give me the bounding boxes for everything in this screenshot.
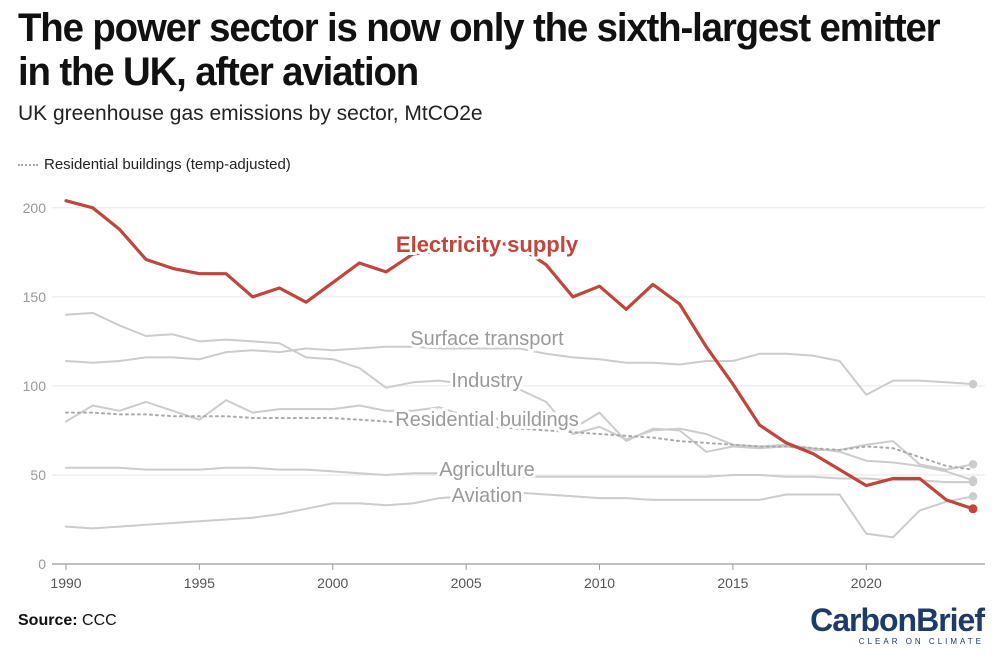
- y-tick-label: 0: [38, 556, 46, 572]
- x-tick-label: 2000: [317, 575, 348, 591]
- end-marker-aviation: [968, 492, 978, 501]
- line-chart: 0 50 100 150 200 1990 1995 2000 2005 2010 2015 2020…: [23, 199, 985, 591]
- chart-title: The power sector is now only the sixth-l…: [18, 6, 941, 94]
- series-line-surface-transport: [65, 345, 974, 396]
- source-note: Source: CCC: [18, 612, 117, 630]
- x-tick-label: 2010: [584, 575, 615, 591]
- series-label-residential-buildings: Residential buildings: [395, 409, 578, 431]
- x-tick-label: 2020: [851, 575, 882, 591]
- end-marker-surface-transport: [968, 379, 978, 389]
- x-tick-label: 2005: [451, 575, 482, 591]
- series-line-residential-buildings: [65, 399, 974, 471]
- y-tick-label: 50: [30, 467, 46, 483]
- series-line-residential-buildings-temp-adjusted: [65, 411, 974, 471]
- end-marker-residential-buildings: [968, 460, 978, 469]
- dotted-line-swatch-icon: [18, 163, 38, 166]
- chart-subtitle: UK greenhouse gas emissions by sector, M…: [18, 102, 483, 125]
- end-marker-agriculture: [968, 477, 978, 487]
- brand-logo: CarbonBrief CLEAR ON CLIMATE: [810, 602, 985, 646]
- series-label-surface-transport: Surface transport: [410, 328, 564, 350]
- series-label-electricity-supply: Electricity supply: [396, 232, 579, 257]
- series-label-aviation: Aviation: [452, 485, 523, 507]
- x-tick-label: 1995: [184, 575, 215, 591]
- series-line-aviation: [65, 491, 974, 539]
- x-tick-label: 2015: [717, 575, 748, 591]
- source-value: CCC: [82, 612, 117, 629]
- source-label: Source:: [18, 612, 78, 629]
- x-tick-label: 1990: [50, 575, 81, 591]
- y-tick-label: 150: [23, 289, 47, 305]
- legend-label: Residential buildings (temp-adjusted): [44, 156, 291, 173]
- y-tick-label: 100: [23, 378, 47, 394]
- brand-name: CarbonBrief: [810, 602, 985, 638]
- series-label-agriculture: Agriculture: [439, 459, 535, 481]
- brand-tagline: CLEAR ON CLIMATE: [858, 637, 984, 646]
- series-line-agriculture: [65, 466, 974, 484]
- legend: Residential buildings (temp-adjusted): [18, 156, 291, 173]
- series-line-electricity-supply: [64, 199, 975, 511]
- y-tick-label: 200: [23, 200, 47, 216]
- end-marker-electricity-supply: [968, 504, 978, 514]
- series-label-industry: Industry: [451, 370, 522, 392]
